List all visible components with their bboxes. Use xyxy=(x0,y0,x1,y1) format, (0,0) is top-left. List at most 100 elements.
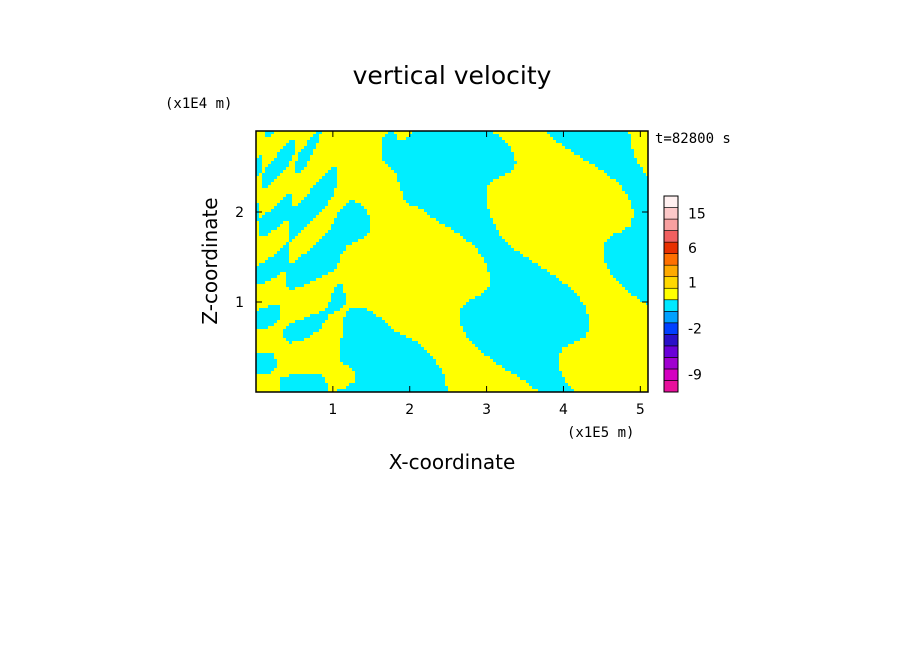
field-band xyxy=(487,194,628,197)
field-band xyxy=(511,245,604,248)
field-band xyxy=(370,230,454,233)
field-band xyxy=(274,179,319,182)
field-band xyxy=(328,200,349,203)
field-band xyxy=(643,170,648,173)
field-band xyxy=(289,254,301,257)
field-band xyxy=(550,272,610,275)
field-band xyxy=(562,281,619,284)
field-band xyxy=(394,131,412,134)
field-band xyxy=(292,155,298,158)
y-tick-label: 1 xyxy=(235,295,244,311)
field-band xyxy=(283,221,289,224)
field-band xyxy=(325,320,343,323)
field-band xyxy=(445,380,526,383)
field-band xyxy=(274,323,289,326)
field-band xyxy=(307,224,331,227)
field-band xyxy=(280,317,304,320)
field-band xyxy=(583,302,646,305)
field-band xyxy=(637,158,648,161)
field-band xyxy=(334,188,400,191)
y-axis-label: Z-coordinate xyxy=(198,197,222,324)
y-unit-label: (x1E4 m) xyxy=(165,96,232,112)
field-band xyxy=(634,149,648,152)
field-band xyxy=(292,158,298,161)
field-band xyxy=(289,161,295,164)
field-band xyxy=(292,239,319,242)
field-band xyxy=(448,386,532,389)
field-band xyxy=(346,245,475,248)
field-band xyxy=(511,149,571,152)
field-band xyxy=(271,371,355,374)
field-band xyxy=(256,131,265,134)
field-band xyxy=(637,161,648,164)
field-band xyxy=(520,251,604,254)
field-band xyxy=(256,302,328,305)
field-band xyxy=(316,278,490,281)
field-band xyxy=(256,383,280,386)
field-band xyxy=(322,131,388,134)
field-band xyxy=(580,338,648,341)
field-band xyxy=(502,236,610,239)
field-band xyxy=(277,227,289,230)
field-band xyxy=(256,380,280,383)
field-band xyxy=(430,353,484,356)
y-tick-label: 2 xyxy=(235,205,244,221)
x-tick-label: 3 xyxy=(482,402,491,418)
field-band xyxy=(256,245,283,248)
field-band xyxy=(274,131,316,134)
field-band xyxy=(631,143,648,146)
field-band xyxy=(256,335,283,338)
field-band xyxy=(256,224,259,227)
field-band xyxy=(421,344,475,347)
field-band xyxy=(256,182,262,185)
field-band xyxy=(562,350,648,353)
field-band xyxy=(259,173,262,176)
field-band xyxy=(505,140,556,143)
field-band xyxy=(490,212,634,215)
field-band xyxy=(631,146,648,149)
field-band xyxy=(295,146,304,149)
field-band xyxy=(262,170,265,173)
field-band xyxy=(439,365,502,368)
field-band xyxy=(538,263,607,266)
field-band xyxy=(256,140,289,143)
field-band xyxy=(628,131,648,134)
x-tick-label: 4 xyxy=(559,402,568,418)
field-band xyxy=(370,221,439,224)
field-band xyxy=(634,152,648,155)
field-band xyxy=(256,242,286,245)
field-band xyxy=(340,257,484,260)
colorbar-segment xyxy=(663,345,679,358)
field-band xyxy=(646,173,648,176)
field-band xyxy=(508,242,604,245)
field-band xyxy=(586,332,648,335)
field-band xyxy=(319,137,382,140)
field-band xyxy=(322,374,355,377)
colorbar-segment xyxy=(663,207,679,220)
field-band xyxy=(340,260,484,263)
field-band xyxy=(262,161,271,164)
field-band xyxy=(490,209,634,212)
colorbar-tick-label: 15 xyxy=(688,206,706,222)
field-band xyxy=(514,164,595,167)
field-band xyxy=(367,233,460,236)
field-band xyxy=(310,281,490,284)
field-band xyxy=(256,350,340,353)
field-band xyxy=(316,215,337,218)
colorbar-segment xyxy=(663,195,679,208)
field-band xyxy=(316,143,382,146)
field-band xyxy=(256,341,289,344)
field-band xyxy=(355,200,406,203)
field-band xyxy=(511,170,604,173)
field-band xyxy=(280,311,319,314)
field-band xyxy=(286,167,295,170)
field-band xyxy=(514,158,583,161)
field-band xyxy=(289,251,307,254)
field-band xyxy=(256,134,265,137)
field-band xyxy=(268,326,286,329)
field-band xyxy=(259,209,271,212)
field-band xyxy=(445,377,520,380)
field-band xyxy=(289,248,310,251)
field-band xyxy=(589,323,648,326)
